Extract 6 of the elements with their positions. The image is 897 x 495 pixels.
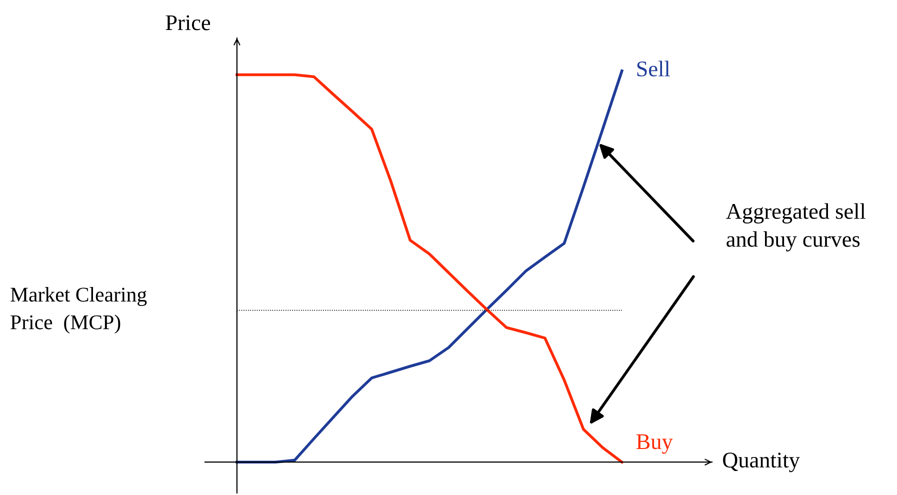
text: Aggregated sell and buy curves: [726, 203, 866, 252]
series-label: Buy: [636, 434, 673, 454]
series-label: Sell: [637, 60, 670, 76]
y-axis-title: Price: [166, 15, 210, 30]
x-axis-title: Quantity: [723, 452, 800, 472]
ref-line-label: Market Clearing Price (MCP): [10, 287, 147, 334]
